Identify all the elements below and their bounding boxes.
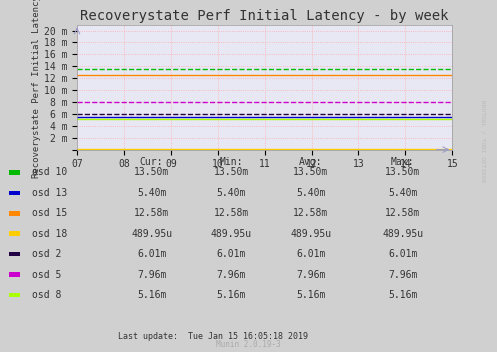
Text: 7.96m: 7.96m [388,270,417,279]
Text: Min:: Min: [219,157,243,166]
Text: 6.01m: 6.01m [216,249,246,259]
Text: Last update:  Tue Jan 15 16:05:18 2019: Last update: Tue Jan 15 16:05:18 2019 [118,332,308,341]
Text: 12.58m: 12.58m [214,208,248,218]
Text: RRDTOOL / TOBI OETIKER: RRDTOOL / TOBI OETIKER [481,100,486,182]
Text: Avg:: Avg: [299,157,323,166]
Text: Munin 2.0.19-3: Munin 2.0.19-3 [216,340,281,349]
Text: 12.58m: 12.58m [385,208,420,218]
Text: 5.16m: 5.16m [296,290,326,300]
Text: 7.96m: 7.96m [216,270,246,279]
Text: osd 10: osd 10 [32,168,67,177]
Text: 489.95u: 489.95u [290,229,331,239]
Text: 489.95u: 489.95u [211,229,251,239]
Text: 5.40m: 5.40m [296,188,326,198]
Text: 489.95u: 489.95u [382,229,423,239]
Text: 5.16m: 5.16m [216,290,246,300]
Text: Cur:: Cur: [140,157,164,166]
Text: Max:: Max: [391,157,414,166]
Text: 7.96m: 7.96m [296,270,326,279]
Text: 5.16m: 5.16m [137,290,166,300]
Text: 6.01m: 6.01m [296,249,326,259]
Text: osd 18: osd 18 [32,229,67,239]
Text: 12.58m: 12.58m [134,208,169,218]
Text: 13.50m: 13.50m [293,168,328,177]
Text: 489.95u: 489.95u [131,229,172,239]
Text: 5.40m: 5.40m [388,188,417,198]
Text: 5.40m: 5.40m [137,188,166,198]
Title: Recoverystate Perf Initial Latency - by week: Recoverystate Perf Initial Latency - by … [81,10,449,24]
Text: osd 15: osd 15 [32,208,67,218]
Text: 5.40m: 5.40m [216,188,246,198]
Text: 7.96m: 7.96m [137,270,166,279]
Text: osd 8: osd 8 [32,290,61,300]
Text: 6.01m: 6.01m [137,249,166,259]
Text: 12.58m: 12.58m [293,208,328,218]
Y-axis label: Recoverystate Perf Initial Latency: Recoverystate Perf Initial Latency [32,0,41,178]
Text: 13.50m: 13.50m [385,168,420,177]
Text: osd 2: osd 2 [32,249,61,259]
Text: 5.16m: 5.16m [388,290,417,300]
Text: 6.01m: 6.01m [388,249,417,259]
Text: osd 13: osd 13 [32,188,67,198]
Text: 13.50m: 13.50m [134,168,169,177]
Text: osd 5: osd 5 [32,270,61,279]
Text: 13.50m: 13.50m [214,168,248,177]
